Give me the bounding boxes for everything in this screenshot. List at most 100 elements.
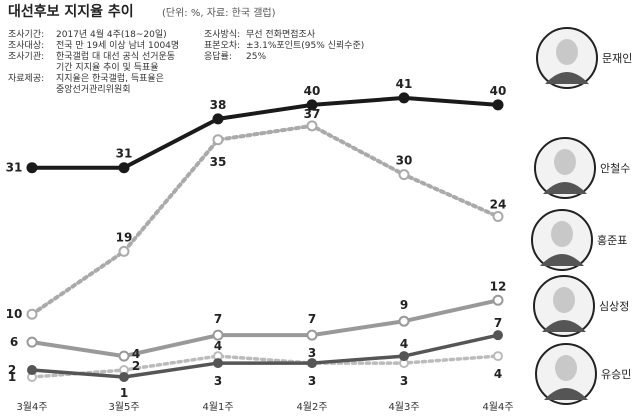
data-point [118,350,130,362]
data-point [212,113,224,125]
legend-item: 유승민 [535,343,631,405]
data-point [493,351,503,362]
x-tick-label: 4월4주 [482,401,513,413]
data-point [306,329,318,341]
chart-unit-note: (단위: %, 자료: 한국 갤럽) [162,6,276,19]
data-point [27,365,37,376]
survey-info-label: 조사대상: [8,40,44,51]
data-label: 3 [214,374,222,388]
x-tick-label: 4월1주 [202,401,233,413]
survey-info-value: 무선 전화면접조사 [246,28,316,40]
data-label: 19 [116,230,133,244]
survey-info-value: 한국갤럽 대 대선 공식 선거운동 [56,50,175,62]
survey-info-value: 기간 지지율 추이 및 득표율 [56,61,159,73]
legend-item: 홍준표 [531,209,627,271]
survey-info-label: 표본오차: [204,39,240,51]
data-label: 4 [494,367,502,381]
x-axis: 3월4주 3월5주 4월1주 4월2주 4월3주 4월4주 [16,401,513,413]
data-label: 2 [8,363,16,377]
data-label: 4 [132,347,140,361]
data-point [26,308,38,320]
data-point [26,336,38,348]
data-label: 3 [400,374,408,388]
survey-info-value: 2017년 4월 4주(18~20일) [56,28,167,40]
data-point [398,315,410,327]
data-label: 4 [214,339,222,353]
data-point [492,211,504,223]
data-point [307,358,317,369]
survey-info-value: ±3.1%포인트(95% 신뢰수준) [246,40,364,51]
legend-label: 유승민 [601,368,631,381]
survey-info-label: 조사방식: [204,29,240,40]
survey-info-value: 전국 만 19세 이상 남녀 1004명 [56,40,179,51]
data-point [213,358,223,369]
data-label: 41 [396,77,413,91]
data-point [398,169,410,181]
data-point [399,351,409,362]
data-label: 12 [490,279,507,293]
x-tick-label: 4월3주 [388,401,419,413]
x-tick-label: 4월2주 [296,401,327,413]
legend-item: 안철수 [534,137,630,199]
data-label: 40 [490,84,507,98]
data-label: 35 [210,155,227,169]
person-body-icon [543,182,587,194]
data-label: 3 [308,346,316,360]
person-head-icon [556,39,578,65]
person-body-icon [544,388,588,400]
data-point [212,134,224,146]
legend-label: 심상정 [599,300,629,313]
data-point [306,120,318,132]
data-label: 30 [396,154,413,168]
data-label: 4 [400,337,408,351]
data-label: 40 [304,84,321,98]
data-point [398,92,410,104]
data-label: 7 [214,312,222,326]
data-label: 9 [400,298,408,312]
survey-info-value: 지지율은 한국갤럽, 득표율은 [56,72,164,84]
data-point [212,329,224,341]
data-label: 2 [132,359,140,373]
data-point [492,294,504,306]
person-head-icon [553,287,575,313]
survey-info-value: 중앙선거관리위원회 [56,83,131,95]
data-point [119,372,129,383]
legend-label: 홍준표 [597,233,627,247]
person-body-icon [542,320,586,332]
person-body-icon [540,254,584,266]
person-body-icon [545,72,589,84]
data-point [492,99,504,111]
data-point [118,245,130,257]
data-label: 7 [494,316,502,330]
data-label: 24 [490,198,507,212]
legend-item: 문재인 [536,27,632,89]
data-label: 31 [6,161,23,175]
person-head-icon [555,355,577,381]
series-line [30,123,500,317]
series-line [32,95,499,170]
person-head-icon [551,221,573,247]
data-label: 1 [120,386,128,400]
chart-title: 대선후보 지지율 추이 [8,3,134,20]
data-label: 3 [308,374,316,388]
data-label: 10 [6,307,23,321]
data-label: 31 [116,147,133,161]
survey-info: 조사기간: 2017년 4월 4주(18~20일) 조사대상: 전국 만 19세 이상… [8,28,364,95]
survey-info-value: 25% [246,52,266,62]
survey-info-label: 조사기간: [8,29,44,40]
data-label: 6 [10,335,18,349]
survey-info-label: 응답률: [204,50,232,62]
data-label: 37 [304,107,321,121]
data-point [26,162,38,174]
person-head-icon [554,149,576,175]
survey-info-label: 자료제공: [8,73,44,84]
survey-info-label: 조사기관: [8,51,44,62]
data-point [118,162,130,174]
data-point [493,330,503,341]
data-label: 1 [8,370,16,384]
data-label: 7 [308,312,316,326]
x-tick-label: 3월5주 [108,401,139,413]
